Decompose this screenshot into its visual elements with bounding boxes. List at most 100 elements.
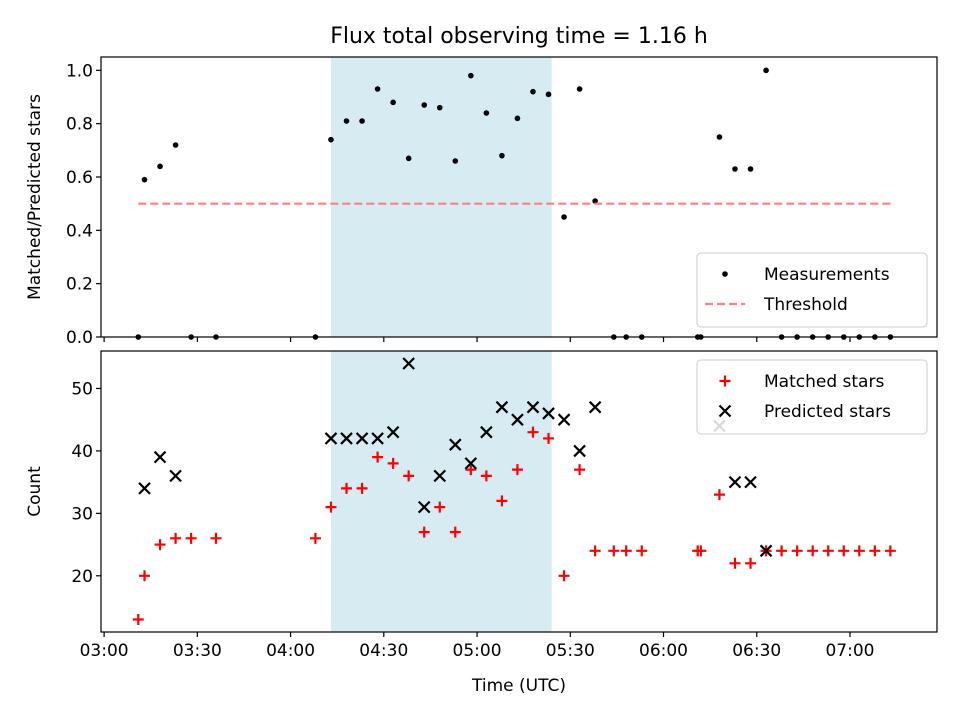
predicted-point [526, 400, 540, 414]
legend-box [696, 252, 928, 328]
measurement-point [514, 115, 521, 122]
predicted-point [495, 400, 509, 414]
predicted-point [324, 432, 338, 445]
measurement-point [374, 86, 381, 92]
matched-point [403, 470, 415, 482]
y-axis-label: Matched/Predicted stars [25, 94, 45, 300]
predicted-point [588, 400, 602, 414]
y-axis-label: Count [25, 466, 45, 517]
predicted-point [386, 425, 400, 439]
measurement-point [141, 176, 148, 183]
predicted-point [573, 444, 586, 458]
y-tick-label: 0.8 [66, 115, 93, 135]
predicted-point [371, 432, 384, 445]
matched-point [543, 432, 555, 444]
measurement-point [763, 67, 769, 74]
measurement-point [483, 110, 490, 116]
matched-point [418, 526, 430, 538]
x-tick-label: 03:00 [80, 641, 129, 661]
predicted-point [433, 469, 447, 483]
x-tick-label: 04:00 [266, 641, 315, 661]
observing-window-shade [330, 351, 552, 632]
matched-point [341, 482, 353, 494]
measurement-point [732, 166, 738, 172]
x-tick-label: 03:30 [173, 641, 222, 661]
predicted-point [557, 413, 571, 426]
y-tick-label: 0.4 [66, 221, 93, 241]
matched-point [713, 489, 725, 501]
measurement-point [592, 198, 598, 204]
predicted-point [759, 544, 773, 558]
matched-point [449, 526, 461, 538]
y-tick-label: 0.0 [66, 328, 93, 348]
matched-point [325, 501, 337, 513]
legend-label: Matched stars [764, 372, 884, 392]
observing-window-shade [330, 57, 552, 337]
measurement-point [157, 163, 163, 170]
axes-frame [100, 350, 938, 633]
matched-point [480, 470, 492, 482]
legend-box [696, 359, 928, 435]
measurement-point [328, 136, 334, 143]
matched-point [185, 532, 197, 544]
measurement-point [343, 118, 350, 124]
matched-point [132, 614, 144, 626]
matched-point [729, 557, 741, 569]
matched-point [776, 545, 788, 557]
matched-point [869, 545, 881, 557]
measurement-point [747, 166, 754, 172]
legend-marker [719, 375, 731, 387]
predicted-point [169, 469, 182, 483]
measurement-point [530, 88, 536, 95]
matched-point [465, 464, 477, 476]
x-tick-label: 04:30 [359, 641, 408, 661]
matched-point [496, 495, 508, 507]
measurement-point [405, 155, 412, 162]
matched-point [527, 426, 539, 438]
measurement-point [499, 152, 505, 159]
chart-title: Flux total observing time = 1.16 h [330, 24, 708, 49]
x-tick-label: 06:00 [639, 641, 688, 661]
measurement-point [716, 134, 723, 140]
x-axis-label: Time (UTC) [471, 676, 566, 696]
legend-label: Measurements [764, 265, 890, 285]
matched-point [387, 457, 399, 469]
predicted-point [355, 432, 369, 445]
predicted-point [744, 475, 757, 489]
series-matched-stars [132, 426, 896, 626]
matched-point [372, 451, 384, 463]
matched-point [745, 557, 757, 569]
measurement-point [436, 104, 443, 111]
measurement-point [468, 72, 474, 79]
measurement-point [545, 91, 552, 98]
panel-ratio: 0.0 0.2 0.4 0.6 0.8 1.0 Matched/Predicted star… [25, 56, 938, 348]
measurement-point [421, 102, 428, 108]
panel-count: 20 30 40 50 03:00 03:30 04:00 04:30 05:00 05:30 06… [25, 350, 938, 661]
y-tick-label: 50 [71, 379, 93, 399]
x-tick-label: 07:00 [825, 641, 874, 661]
x-tick-label: 05:30 [546, 641, 595, 661]
matched-point [434, 501, 446, 513]
matched-point [620, 545, 632, 557]
matched-point [558, 570, 570, 582]
predicted-point [542, 407, 555, 420]
matched-point [807, 545, 819, 557]
y-tick-label: 20 [71, 567, 93, 587]
axes-frame [100, 56, 938, 338]
y-tick-label: 40 [71, 442, 93, 462]
y-tick-label: 0.6 [66, 168, 93, 188]
matched-point [154, 539, 166, 551]
matched-point [309, 532, 321, 544]
legend-label: Threshold [763, 295, 848, 315]
predicted-point [402, 357, 415, 370]
matched-point [853, 545, 865, 557]
matched-point [636, 545, 648, 557]
matched-point [356, 482, 368, 494]
measurement-point [390, 99, 396, 106]
measurement-point [172, 142, 179, 148]
legend: Measurements Threshold [696, 252, 928, 328]
matched-point [139, 570, 151, 582]
matched-point [822, 545, 834, 557]
predicted-point [449, 438, 462, 451]
